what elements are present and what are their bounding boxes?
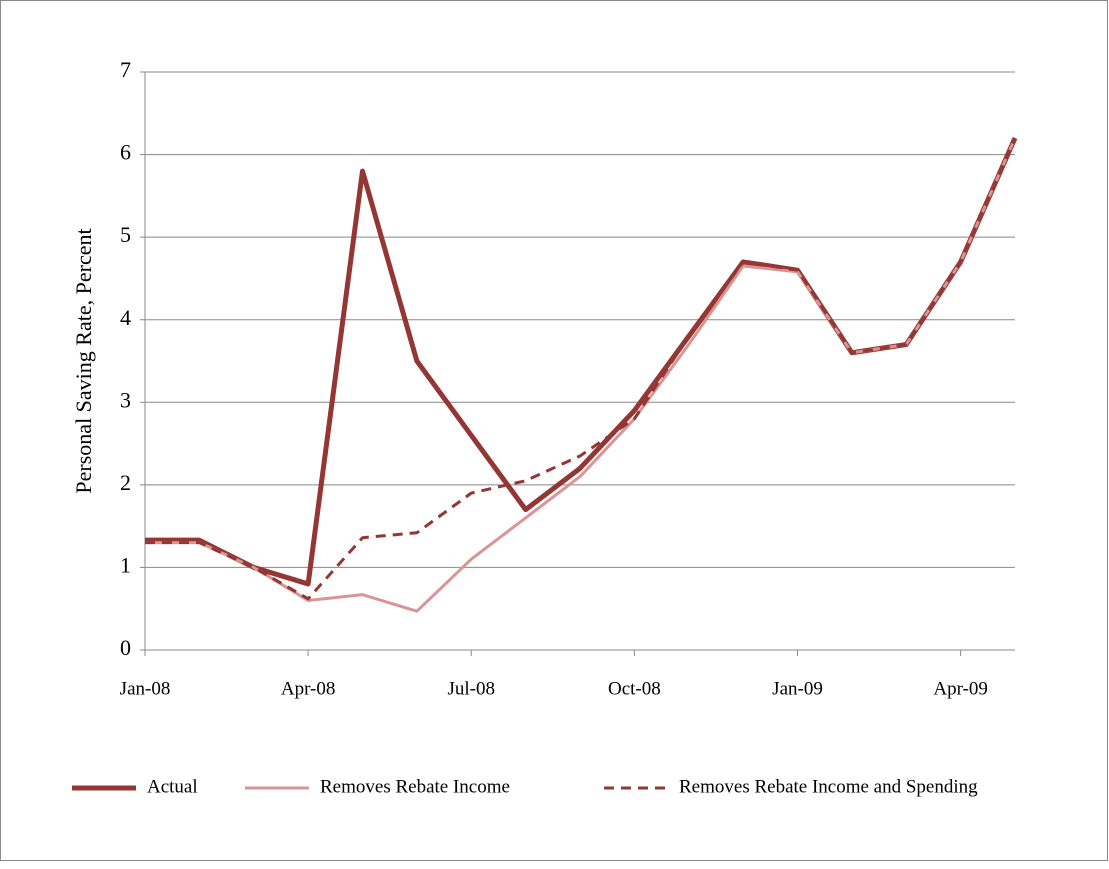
legend-label: Removes Rebate Income bbox=[320, 776, 510, 797]
y-tick-label: 7 bbox=[120, 57, 131, 82]
y-tick-label: 1 bbox=[120, 552, 131, 577]
y-tick-label: 3 bbox=[120, 387, 131, 412]
x-tick-label: Apr-08 bbox=[281, 678, 336, 699]
y-tick-label: 2 bbox=[120, 470, 131, 495]
x-tick-label: Oct-08 bbox=[608, 678, 661, 699]
y-tick-label: 5 bbox=[120, 222, 131, 247]
legend-label: Actual bbox=[147, 776, 198, 797]
x-tick-label: Jan-08 bbox=[120, 678, 171, 699]
y-tick-label: 4 bbox=[120, 305, 131, 330]
y-axis-label: Personal Saving Rate, Percent bbox=[71, 228, 96, 493]
y-tick-label: 6 bbox=[120, 140, 131, 165]
series-line bbox=[145, 137, 1017, 601]
y-tick-label: 0 bbox=[120, 635, 131, 660]
legend-label: Removes Rebate Income and Spending bbox=[679, 776, 978, 797]
x-tick-label: Jan-09 bbox=[772, 678, 823, 699]
x-tick-label: Apr-09 bbox=[933, 678, 988, 699]
x-tick-label: Jul-08 bbox=[448, 678, 496, 699]
